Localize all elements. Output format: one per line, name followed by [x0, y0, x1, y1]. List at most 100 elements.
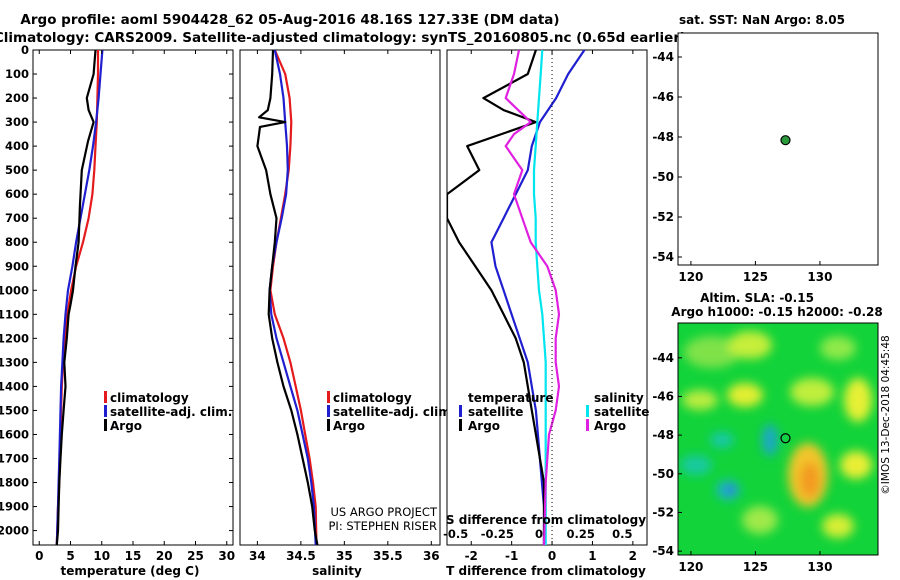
y-tick-label: 2000 — [0, 524, 29, 538]
x-tick-label: 10 — [93, 549, 110, 563]
x-tick-label: 5 — [66, 549, 74, 563]
x-tick-label: 20 — [156, 549, 173, 563]
map-y-tick-label: -50 — [652, 170, 674, 184]
x-tick-label: 2 — [629, 549, 637, 563]
temperature-legend: climatology satellite-adj. clim. Argo — [104, 391, 232, 433]
y-tick-label: 900 — [5, 259, 29, 273]
map-y-tick-label: -46 — [652, 90, 674, 104]
x-tick-label: 35.5 — [373, 549, 403, 563]
sla-map-frame — [677, 322, 879, 556]
difference-secondary-x-axis-label: S difference from climatology — [446, 513, 646, 527]
difference-x-axis-label: T difference from climatology — [446, 564, 646, 578]
sla-heatmap-field — [678, 323, 878, 555]
temperature-plot-frame — [32, 49, 234, 546]
y-tick-label: 1000 — [0, 283, 29, 297]
legend-swatch-argo — [327, 419, 330, 431]
legend-swatch-satellite-adj — [327, 405, 330, 417]
chart-title-line2: Climatology: CARS2009. Satellite-adjuste… — [0, 30, 686, 46]
map-y-tick-label: -48 — [652, 428, 674, 442]
sla-map-subtitle: Argo h1000: -0.15 h2000: -0.28 — [671, 305, 882, 319]
salinity-plot-frame — [239, 49, 441, 546]
legend-label-argo: Argo — [333, 419, 365, 433]
x-tick-label: 36 — [423, 549, 440, 563]
y-tick-label: 800 — [5, 235, 29, 249]
chart-title-line1: Argo profile: aoml 5904428_62 05-Aug-201… — [20, 12, 559, 28]
legend-label-climatology: climatology — [110, 391, 189, 405]
map-y-tick-label: -52 — [652, 505, 674, 519]
y-tick-label: 1500 — [0, 403, 29, 417]
y-tick-label: 1900 — [0, 500, 29, 514]
argo-position-marker — [780, 433, 791, 444]
x-tick-label: 1 — [588, 549, 596, 563]
y-tick-label: 600 — [5, 187, 29, 201]
series-line-t-argo — [447, 50, 546, 545]
map-x-tick-label: 130 — [807, 270, 832, 284]
map-x-tick-label: 125 — [743, 560, 768, 574]
y-tick-label: 500 — [5, 163, 29, 177]
map-y-tick-label: -48 — [652, 130, 674, 144]
x-tick-label: 25 — [187, 549, 204, 563]
series-line-argo — [55, 50, 97, 545]
salinity-x-axis-label: salinity — [312, 564, 362, 578]
x-tick-label: 0 — [35, 549, 43, 563]
series-line-s-satellite — [532, 50, 547, 545]
difference-panel: -2 -1 0 1 2 -0.5 -0.25 0 0.25 0.5 T difference fr… — [443, 49, 649, 578]
secondary-x-tick-label: 0.5 — [612, 527, 632, 541]
temperature-x-axis-label: temperature (deg C) — [61, 564, 200, 578]
timestamp-stamp: ©IMOS 13-Dec-2018 04:45:48 — [880, 335, 892, 494]
secondary-x-tick-label: 0 — [535, 527, 543, 541]
temperature-panel: 0100200300400500600700800900100011001200… — [0, 43, 235, 578]
y-tick-label: 1100 — [0, 307, 29, 321]
y-tick-label: 1600 — [0, 427, 29, 441]
legend-label-argo: Argo — [110, 419, 142, 433]
y-tick-label: 400 — [5, 139, 29, 153]
legend-header-temperature: temperature — [468, 391, 553, 405]
x-tick-label: 0 — [548, 549, 556, 563]
x-tick-label: 15 — [125, 549, 142, 563]
y-tick-label: 1200 — [0, 331, 29, 345]
legend-header-salinity: salinity — [594, 391, 644, 405]
legend-swatch-climatology — [327, 391, 330, 403]
legend-label-t-argo: Argo — [468, 419, 500, 433]
legend-label-t-satellite: satellite — [468, 405, 523, 419]
y-tick-label: 1700 — [0, 451, 29, 465]
x-tick-label: 30 — [218, 549, 235, 563]
map-y-tick-label: -52 — [652, 210, 674, 224]
sst-map-panel: sat. SST: NaN Argo: 8.05 120 125 130 -44 -46… — [652, 13, 879, 284]
legend-label-s-argo: Argo — [594, 419, 626, 433]
map-x-tick-label: 130 — [807, 560, 832, 574]
salinity-panel: 34 34.5 35 35.5 36 salinity climatology sate… — [239, 49, 455, 578]
sst-map-frame — [677, 32, 879, 266]
legend-label-climatology: climatology — [333, 391, 412, 405]
x-tick-label: 34 — [249, 549, 266, 563]
y-tick-label: 1300 — [0, 355, 29, 369]
series-line-s-argo — [504, 50, 561, 545]
series-line-satellite-adj-clim- — [55, 50, 104, 545]
legend-swatch-s-argo — [586, 419, 589, 431]
secondary-x-tick-label: -0.25 — [481, 527, 514, 541]
y-tick-label: 1400 — [0, 379, 29, 393]
secondary-x-tick-label: -0.5 — [443, 527, 468, 541]
legend-swatch-t-satellite — [459, 405, 462, 417]
legend-swatch-climatology — [104, 391, 107, 403]
y-tick-label: 100 — [5, 67, 29, 81]
salinity-legend: climatology satellite-adj. clim. Argo — [327, 391, 455, 433]
map-y-tick-label: -54 — [652, 544, 674, 558]
pi-annotation: PI: STEPHEN RISER — [329, 519, 438, 533]
argo-position-marker — [780, 135, 791, 146]
sla-map-panel: Altim. SLA: -0.15 Argo h1000: -0.15 h200… — [652, 291, 882, 574]
map-x-tick-label: 120 — [678, 270, 703, 284]
map-y-tick-label: -50 — [652, 467, 674, 481]
map-y-tick-label: -54 — [652, 250, 674, 264]
legend-swatch-s-satellite — [586, 405, 589, 417]
legend-label-satellite-adj: satellite-adj. clim. — [110, 405, 232, 419]
legend-swatch-satellite-adj — [104, 405, 107, 417]
sst-map-title: sat. SST: NaN Argo: 8.05 — [679, 13, 845, 27]
legend-label-satellite-adj: satellite-adj. clim. — [333, 405, 455, 419]
project-annotation: US ARGO PROJECT — [330, 505, 438, 519]
x-tick-label: 35 — [336, 549, 353, 563]
map-x-tick-label: 120 — [678, 560, 703, 574]
y-tick-label: 0 — [21, 43, 29, 57]
secondary-x-tick-label: 0.25 — [566, 527, 594, 541]
